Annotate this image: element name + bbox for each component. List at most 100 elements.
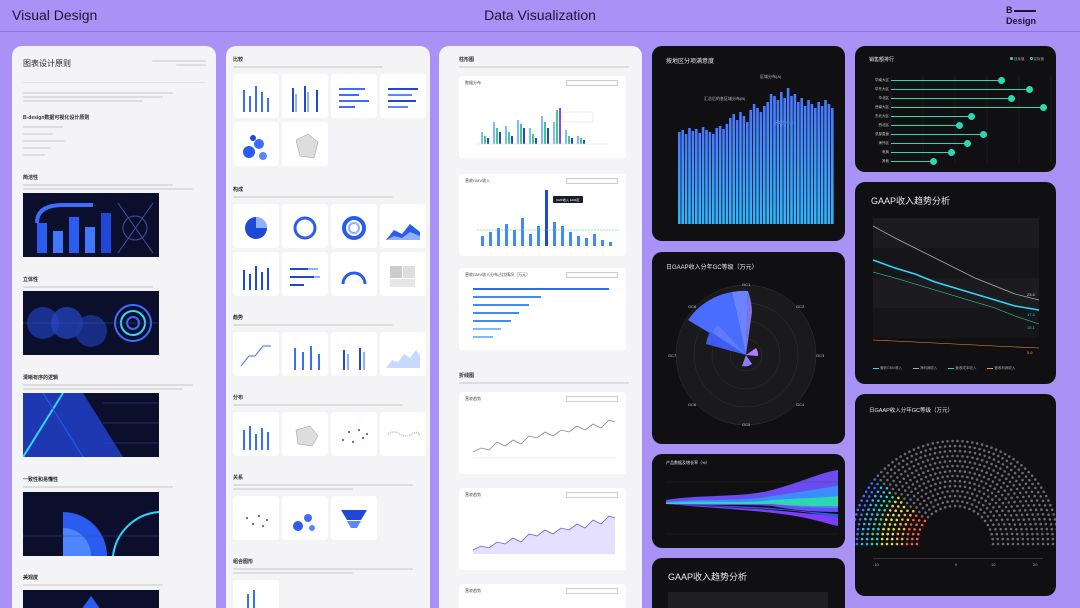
rose-axis-gc4: GC4 bbox=[796, 402, 805, 407]
parliament-dot bbox=[1053, 518, 1056, 521]
parliament-dot bbox=[1009, 514, 1013, 517]
thumb-trend-4[interactable] bbox=[380, 332, 426, 376]
thumb-combo-1[interactable] bbox=[233, 580, 279, 608]
thumb-compare-1-bars bbox=[243, 86, 269, 112]
thumb-compare-1[interactable] bbox=[233, 74, 279, 118]
parliament-dot bbox=[999, 450, 1002, 453]
bar-card-3[interactable]: 营收GMV收入分布占比情况（万元） bbox=[459, 268, 626, 350]
thumb-composition-3[interactable] bbox=[331, 204, 377, 248]
parliament-dot bbox=[896, 476, 899, 479]
bar-card-3-title: 营收GMV收入分布占比情况（万元） bbox=[465, 272, 531, 277]
lollipop-row-dot[interactable] bbox=[964, 140, 971, 147]
parliament-dot bbox=[953, 444, 957, 448]
thumb-distribution-2[interactable] bbox=[282, 412, 328, 456]
parliament-dot bbox=[899, 522, 902, 526]
bar-card-3-select[interactable] bbox=[566, 272, 618, 278]
parliament-dot bbox=[953, 479, 957, 483]
parliament-dot bbox=[1051, 532, 1054, 536]
legend-dot-target bbox=[1010, 57, 1014, 60]
thumb-compare-2-bars bbox=[292, 86, 318, 112]
parliament-dot bbox=[929, 473, 932, 477]
thumb-relation-3[interactable] bbox=[331, 496, 377, 540]
parliament-dot bbox=[946, 490, 949, 493]
lollipop-row-dot[interactable] bbox=[998, 77, 1005, 84]
line-card-3-select[interactable] bbox=[566, 588, 618, 594]
logo-b: B bbox=[1006, 5, 1013, 15]
thumb-trend-1[interactable] bbox=[233, 332, 279, 376]
thumb-compare-3[interactable] bbox=[331, 74, 377, 118]
thumb-relation-1[interactable] bbox=[233, 496, 279, 540]
parliament-dot bbox=[1020, 527, 1023, 531]
section-simplicity: 简洁性 bbox=[23, 175, 39, 181]
parliament-dot bbox=[860, 542, 864, 546]
parliament-dot bbox=[983, 511, 986, 514]
parliament-dot bbox=[865, 542, 869, 546]
lollipop-row-dot[interactable] bbox=[930, 158, 937, 165]
rose-axis-gc1: GC1 bbox=[742, 282, 751, 287]
thumb-compare-6[interactable] bbox=[282, 122, 328, 166]
lollipop-row-dot[interactable] bbox=[980, 131, 987, 138]
line-card-1-select[interactable] bbox=[566, 396, 618, 402]
thumb-composition-5[interactable] bbox=[233, 252, 279, 296]
parliament-dot bbox=[1000, 532, 1004, 536]
lollipop-row-dot[interactable] bbox=[1040, 104, 1047, 111]
lollipop-row-dot[interactable] bbox=[968, 113, 975, 120]
parliament-dot bbox=[971, 466, 974, 470]
parliament-dot bbox=[893, 471, 897, 475]
thumb-compare-2[interactable] bbox=[282, 74, 328, 118]
thumb-distribution-3[interactable] bbox=[331, 412, 377, 456]
parliament-dot bbox=[956, 464, 959, 468]
satisfaction-bar bbox=[827, 104, 831, 224]
parliament-dot bbox=[882, 475, 886, 478]
parliament-dot bbox=[1026, 532, 1029, 536]
bar-card-2-select[interactable] bbox=[566, 178, 618, 184]
parliament-axis bbox=[873, 558, 1043, 559]
parliament-dot bbox=[883, 467, 887, 470]
bar-card-1[interactable]: 数据分布 bbox=[459, 76, 626, 158]
parliament-dot bbox=[914, 514, 918, 518]
line-card-1[interactable]: 营收趋势 bbox=[459, 392, 626, 474]
parliament-dot bbox=[906, 537, 909, 541]
trend-card-small: GAAP收入趋势分析 bbox=[652, 558, 845, 608]
lollipop-row-dot[interactable] bbox=[1026, 86, 1033, 93]
thumb-distribution-1[interactable] bbox=[233, 412, 279, 456]
bar-card-2[interactable]: 营收GMV收入 GMV收入 1234区 bbox=[459, 174, 626, 256]
parliament-dot bbox=[983, 519, 987, 523]
thumb-composition-7[interactable] bbox=[331, 252, 377, 296]
parliament-dot bbox=[1024, 523, 1027, 526]
parliament-dot bbox=[895, 457, 898, 461]
parliament-dot bbox=[909, 498, 912, 501]
thumb-compare-5[interactable] bbox=[233, 122, 279, 166]
line-card-2[interactable]: 营收趋势 bbox=[459, 488, 626, 570]
parliament-dot bbox=[897, 488, 901, 491]
thumb-composition-4[interactable] bbox=[380, 204, 426, 248]
line-card-2-select[interactable] bbox=[566, 492, 618, 498]
parliament-dot bbox=[948, 459, 952, 463]
parliament-dot bbox=[888, 500, 891, 503]
thumb-compare-4[interactable] bbox=[380, 74, 426, 118]
section-aesthetics-desc bbox=[23, 582, 163, 588]
thumb-relation-2[interactable] bbox=[282, 496, 328, 540]
thumb-distribution-4[interactable] bbox=[380, 412, 426, 456]
lollipop-row-line bbox=[891, 116, 971, 117]
bar-card-1-select[interactable] bbox=[566, 80, 618, 86]
lollipop-row-dot[interactable] bbox=[1008, 95, 1015, 102]
thumb-composition-2[interactable] bbox=[282, 204, 328, 248]
lollipop-row-dot[interactable] bbox=[956, 122, 963, 129]
parliament-dot bbox=[1047, 513, 1050, 516]
line-card-3[interactable]: 营收趋势 bbox=[459, 584, 626, 608]
thumb-trend-combo bbox=[343, 348, 365, 370]
thumb-trend-2[interactable] bbox=[282, 332, 328, 376]
parliament-dot bbox=[915, 452, 918, 456]
parliament-dot bbox=[900, 492, 903, 496]
thumb-composition-8[interactable] bbox=[380, 252, 426, 296]
thumb-trend-3[interactable] bbox=[331, 332, 377, 376]
parliament-dot bbox=[885, 504, 889, 507]
parliament-dot bbox=[1024, 482, 1028, 486]
thumb-composition-6[interactable] bbox=[282, 252, 328, 296]
parliament-dot bbox=[1027, 495, 1031, 498]
parliament-dot bbox=[1006, 537, 1010, 541]
lollipop-row-dot[interactable] bbox=[948, 149, 955, 156]
satisfaction-bar bbox=[786, 88, 790, 224]
thumb-composition-1[interactable] bbox=[233, 204, 279, 248]
